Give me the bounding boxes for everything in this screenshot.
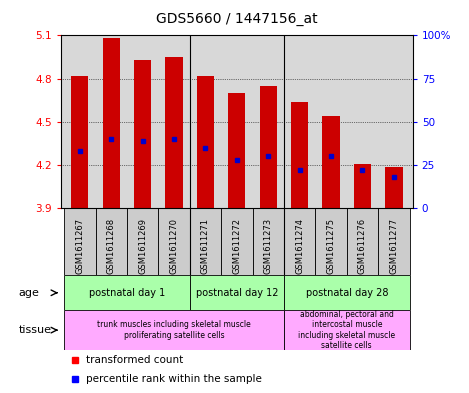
Text: abdominal, pectoral and
intercostal muscle
including skeletal muscle
satellite c: abdominal, pectoral and intercostal musc… — [298, 310, 395, 350]
Text: percentile rank within the sample: percentile rank within the sample — [85, 374, 261, 384]
Bar — [159, 208, 190, 275]
Text: postnatal day 12: postnatal day 12 — [196, 288, 278, 298]
Bar — [190, 275, 284, 310]
Text: GSM1611274: GSM1611274 — [295, 218, 304, 274]
Bar — [291, 102, 308, 208]
Text: GSM1611275: GSM1611275 — [326, 218, 335, 274]
Text: GSM1611277: GSM1611277 — [389, 218, 398, 274]
Bar — [354, 163, 371, 208]
Text: trunk muscles including skeletal muscle
proliferating satellite cells: trunk muscles including skeletal muscle … — [97, 320, 251, 340]
Bar — [64, 275, 190, 310]
Text: GSM1611272: GSM1611272 — [232, 218, 242, 274]
Text: GDS5660 / 1447156_at: GDS5660 / 1447156_at — [156, 12, 318, 26]
Text: GSM1611270: GSM1611270 — [169, 218, 179, 274]
Bar — [134, 60, 151, 208]
Text: transformed count: transformed count — [85, 354, 183, 365]
Bar — [71, 76, 89, 208]
Bar — [322, 116, 340, 208]
Bar — [284, 275, 409, 310]
Bar — [252, 208, 284, 275]
Bar — [347, 208, 378, 275]
Bar — [127, 208, 159, 275]
Text: age: age — [19, 288, 40, 298]
Text: GSM1611268: GSM1611268 — [107, 218, 116, 274]
Bar — [378, 208, 409, 275]
Text: tissue: tissue — [19, 325, 52, 335]
Bar — [284, 208, 315, 275]
Bar — [64, 208, 96, 275]
Text: postnatal day 28: postnatal day 28 — [305, 288, 388, 298]
Bar — [315, 208, 347, 275]
Bar — [221, 208, 252, 275]
Text: postnatal day 1: postnatal day 1 — [89, 288, 165, 298]
Bar — [260, 86, 277, 208]
Bar — [166, 57, 182, 208]
Text: GSM1611276: GSM1611276 — [358, 218, 367, 274]
Bar — [64, 310, 284, 350]
Bar — [96, 208, 127, 275]
Bar — [103, 38, 120, 208]
Text: GSM1611271: GSM1611271 — [201, 218, 210, 274]
Text: GSM1611273: GSM1611273 — [264, 218, 273, 274]
Text: GSM1611267: GSM1611267 — [76, 218, 84, 274]
Text: GSM1611269: GSM1611269 — [138, 218, 147, 274]
Bar — [385, 167, 402, 208]
Bar — [284, 310, 409, 350]
Bar — [197, 76, 214, 208]
Bar — [190, 208, 221, 275]
Bar — [228, 93, 245, 208]
